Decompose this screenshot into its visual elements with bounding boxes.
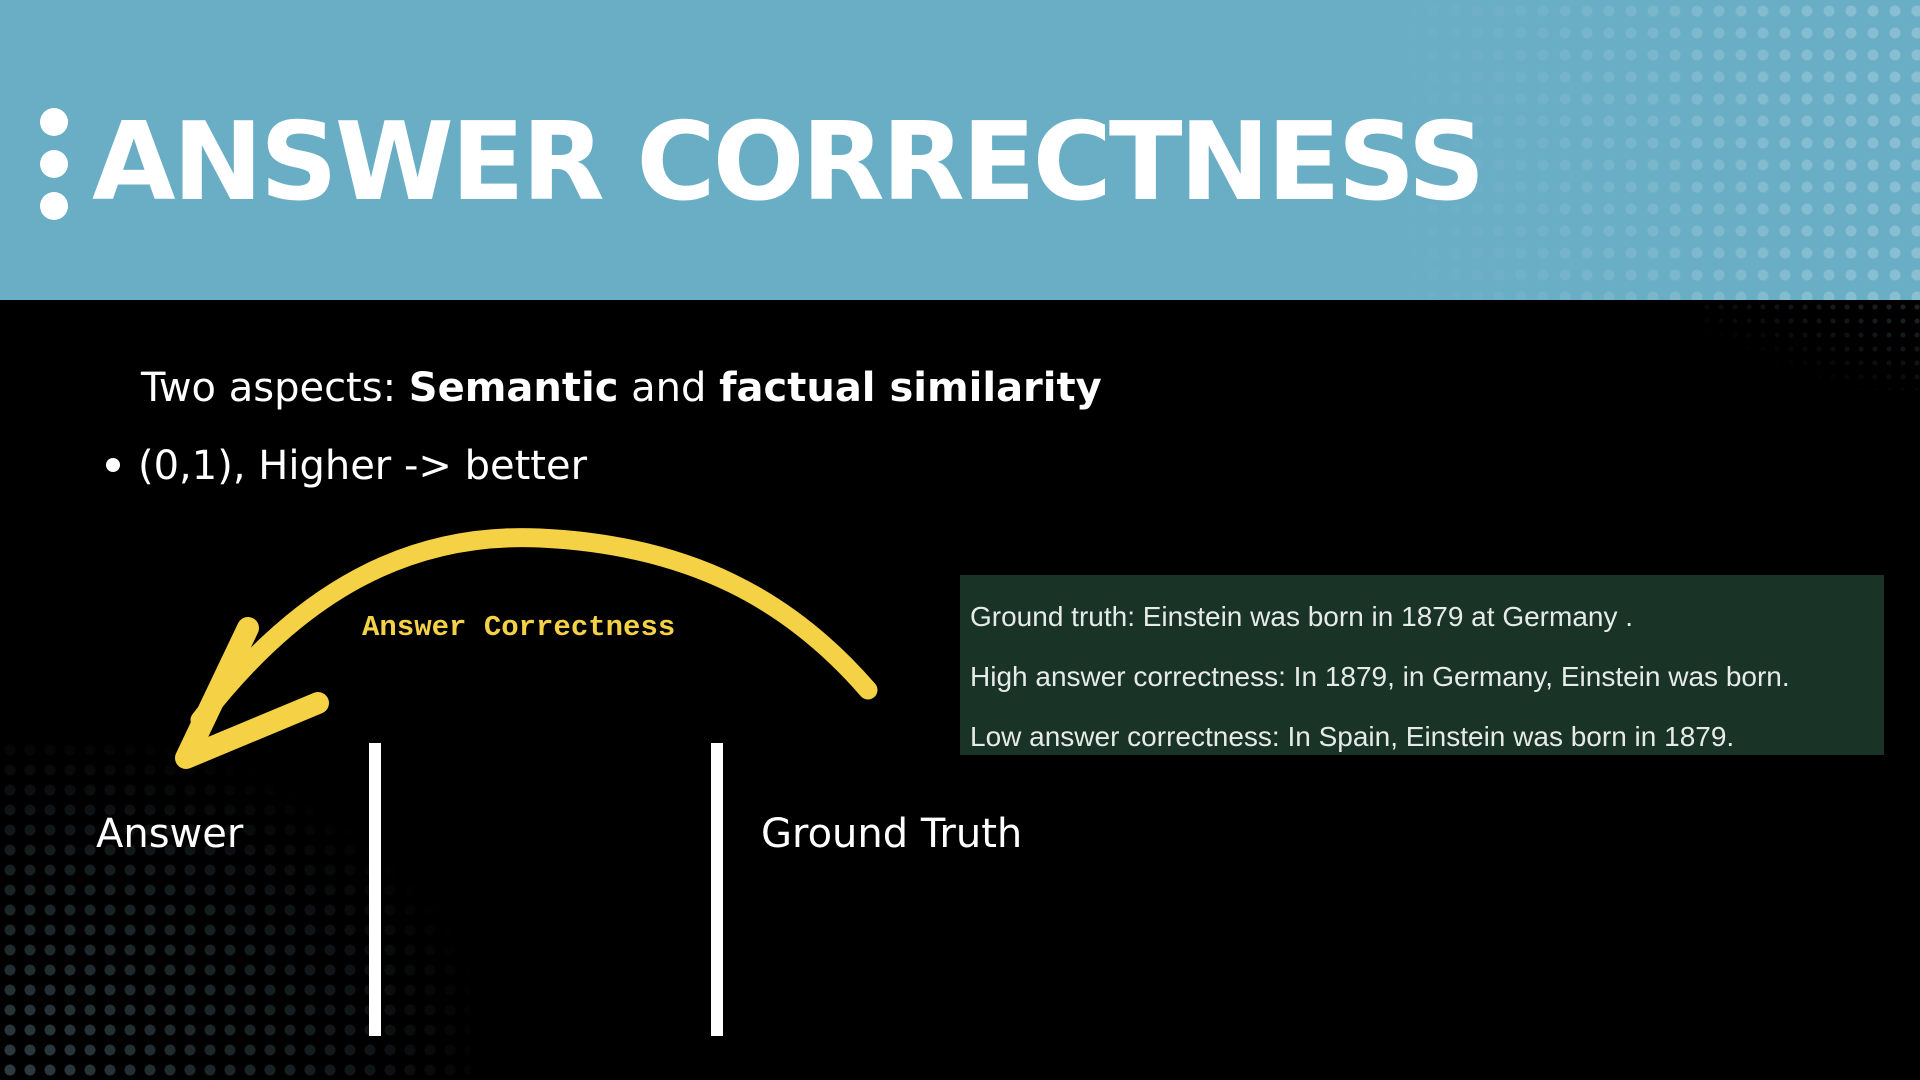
intro-line: Two aspects: Semantic and factual simila… — [141, 360, 1102, 416]
intro-joiner: and — [618, 365, 720, 411]
bullet-text: (0,1), Higher -> better — [138, 443, 588, 489]
example-ground-truth: Ground truth: Einstein was born in 1879 … — [970, 601, 1634, 632]
header-dot-pattern — [1400, 0, 1920, 300]
intro-term-factual: factual similarity — [719, 365, 1102, 411]
example-box: Ground truth: Einstein was born in 1879 … — [960, 575, 1884, 755]
vertical-bar-right — [711, 743, 723, 1036]
ground-truth-label: Ground Truth — [761, 811, 1023, 857]
example-low-correctness: Low answer correctness: In Spain, Einste… — [970, 721, 1735, 752]
answer-label: Answer — [96, 811, 244, 857]
arrow-label: Answer Correctness — [362, 611, 676, 644]
example-high-correctness: High answer correctness: In 1879, in Ger… — [970, 661, 1790, 692]
bullet-dot-icon — [106, 458, 120, 472]
bullet-item: (0,1), Higher -> better — [106, 438, 587, 494]
dot-pattern-top-right — [1700, 300, 1920, 390]
intro-term-semantic: Semantic — [408, 365, 619, 411]
vertical-three-dots-icon — [40, 108, 70, 220]
header-band — [0, 0, 1920, 300]
arrow-head — [175, 617, 329, 769]
vertical-bar-left — [369, 743, 381, 1036]
slide-title: ANSWER CORRECTNESS — [92, 100, 1485, 225]
dot-pattern-bottom-left — [0, 740, 470, 1080]
intro-prefix: Two aspects: — [141, 365, 409, 411]
